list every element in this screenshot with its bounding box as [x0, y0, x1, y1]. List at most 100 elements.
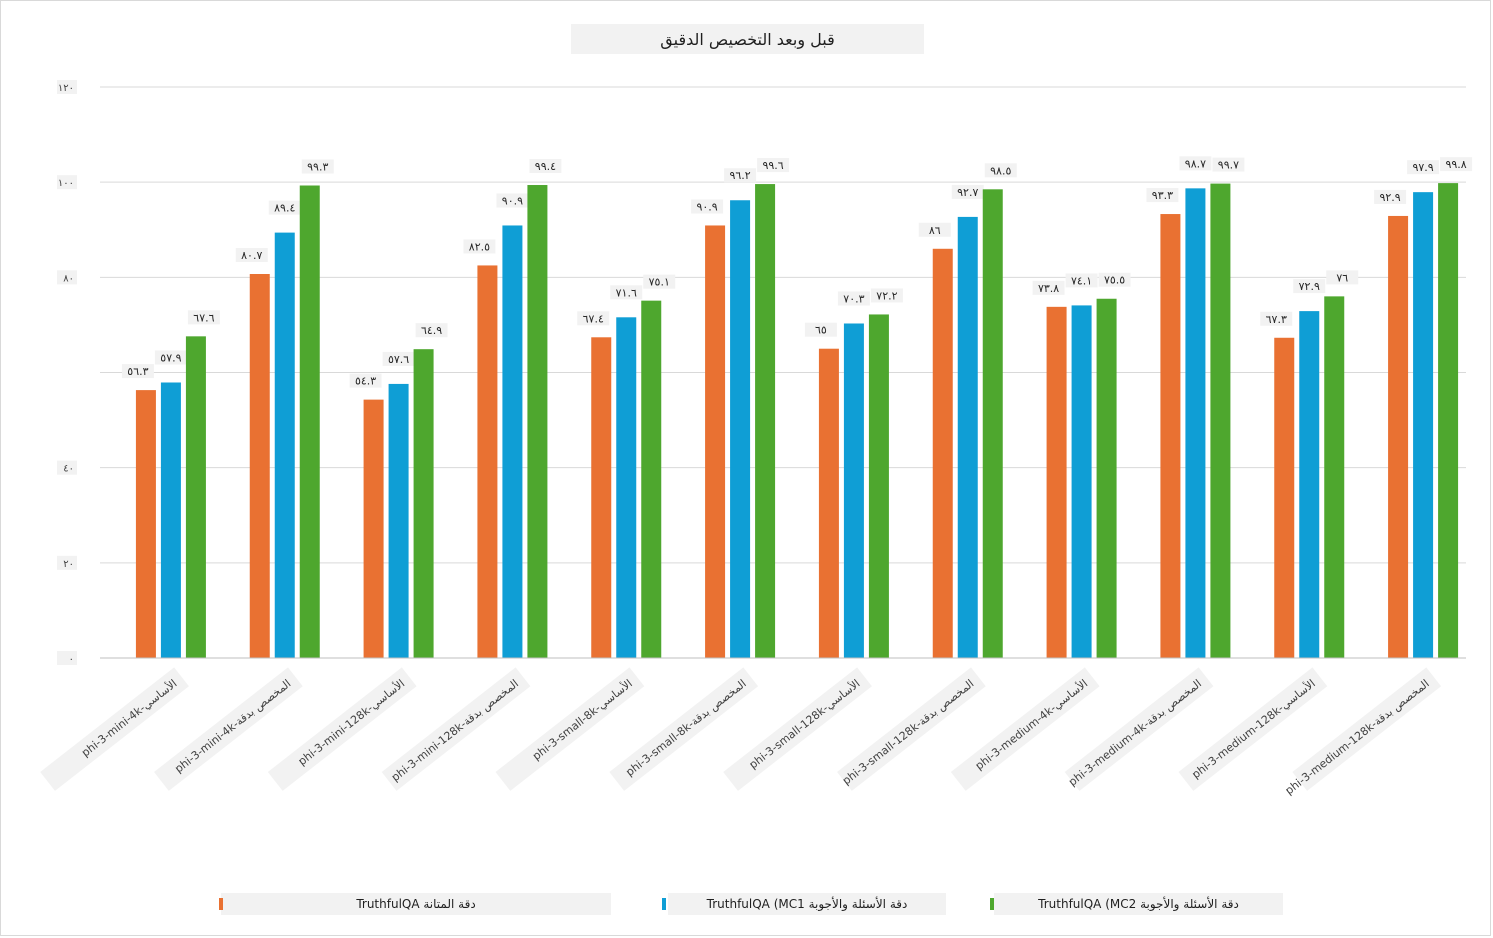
- category-label: phi-3-mini-128k-الأساسي: [295, 676, 407, 768]
- data-label: ٥٧.٦: [388, 353, 409, 366]
- y-tick-label-bg: [57, 460, 77, 475]
- data-label: ٩٩.٤: [535, 160, 556, 173]
- data-label-bg: [1212, 157, 1245, 172]
- bar-2[interactable]: [957, 216, 978, 658]
- bar-3[interactable]: [641, 300, 662, 658]
- data-label-bg: [984, 163, 1017, 178]
- data-label-bg: [1179, 156, 1212, 171]
- data-label-bg: [1260, 311, 1293, 326]
- data-label: ٨٩.٤: [274, 202, 295, 215]
- data-label: ٩٠.٩: [502, 194, 523, 207]
- data-label: ٦٤.٩: [421, 324, 442, 337]
- category-label: phi-3-small-8k-الأساسي: [529, 676, 634, 763]
- data-label-bg: [918, 222, 951, 237]
- bar-3[interactable]: [1210, 183, 1231, 658]
- data-label: ٨٢.٥: [469, 240, 490, 253]
- data-label: ٧١.٦: [616, 286, 637, 299]
- data-label-bg: [951, 184, 984, 199]
- data-label: ٩٨.٧: [1185, 157, 1206, 170]
- data-label: ٩٧.٩: [1412, 161, 1433, 174]
- y-tick-label-bg: [57, 270, 77, 285]
- data-label: ٧٤.١: [1071, 274, 1092, 287]
- bar-2[interactable]: [160, 382, 181, 658]
- bar-3[interactable]: [755, 184, 776, 658]
- bar-3[interactable]: [1438, 183, 1459, 658]
- data-label-bg: [382, 351, 415, 366]
- data-label-bg: [870, 288, 903, 303]
- data-label-bg: [1098, 272, 1131, 287]
- category-label-bg: [723, 667, 872, 791]
- data-label-bg: [691, 199, 724, 214]
- category-label-bg: [495, 667, 645, 791]
- bar-3[interactable]: [299, 185, 320, 658]
- legend-item-robustness[interactable]: دقة المتانة TruthfulQA: [221, 893, 611, 915]
- bar-3[interactable]: [868, 314, 889, 658]
- bar-1[interactable]: [1388, 215, 1409, 658]
- bar-1[interactable]: [1160, 214, 1181, 659]
- data-label: ٩٢.٩: [1379, 191, 1400, 204]
- bar-2[interactable]: [1413, 192, 1434, 658]
- bar-1[interactable]: [818, 348, 839, 658]
- bar-1[interactable]: [135, 390, 156, 658]
- y-tick-label-bg: [57, 651, 77, 665]
- category-label: phi-3-mini-4k-المخصص بدقة: [172, 677, 293, 776]
- bar-1[interactable]: [591, 337, 612, 658]
- data-label: ٩٩.٧: [1218, 159, 1239, 172]
- data-label: ٩٩.٨: [1445, 158, 1466, 171]
- bar-3[interactable]: [1324, 296, 1345, 658]
- category-label-bg: [1064, 667, 1214, 791]
- data-label-bg: [1065, 273, 1098, 288]
- bar-2[interactable]: [1185, 188, 1206, 659]
- data-label: ٩٨.٥: [990, 164, 1011, 177]
- data-label: ٦٥: [815, 324, 827, 337]
- data-label-bg: [643, 274, 676, 289]
- bar-3[interactable]: [185, 336, 206, 658]
- data-label-bg: [757, 158, 790, 173]
- legend-item-mc1[interactable]: دقة الأسئلة والأجوبة TruthfulQA (MC1: [668, 893, 946, 915]
- bar-1[interactable]: [249, 274, 270, 658]
- data-label: ٥٤.٣: [355, 375, 376, 388]
- data-label: ٩٢.٧: [957, 186, 978, 199]
- bar-3[interactable]: [1096, 298, 1117, 658]
- category-label: phi-3-small-8k-المخصص بدقة: [623, 677, 748, 779]
- y-tick-label-bg: [57, 555, 77, 570]
- category-label-bg: [154, 667, 303, 791]
- category-label-bg: [1178, 667, 1328, 791]
- data-label-bg: [577, 311, 610, 326]
- data-label: ٦٧.٦: [193, 311, 214, 324]
- bar-2[interactable]: [730, 200, 751, 658]
- bar-3[interactable]: [413, 349, 434, 658]
- bar-2[interactable]: [1299, 311, 1320, 658]
- data-label: ٧٦: [1336, 271, 1348, 284]
- data-label-bg: [349, 373, 382, 388]
- bar-1[interactable]: [477, 265, 498, 658]
- data-label-bg: [301, 159, 334, 174]
- y-tick-label-bg: [57, 80, 77, 94]
- bar-1[interactable]: [1046, 306, 1067, 658]
- data-label-bg: [496, 193, 529, 208]
- data-label-bg: [724, 168, 757, 183]
- data-label: ٥٧.٩: [160, 351, 181, 364]
- data-label: ٥٦.٣: [127, 365, 148, 378]
- category-label-bg: [837, 667, 986, 791]
- data-label-bg: [463, 239, 496, 254]
- y-tick-label: ٠: [69, 654, 74, 665]
- bar-2[interactable]: [502, 225, 523, 658]
- legend-item-mc2[interactable]: دقة الأسئلة والأجوبة TruthfulQA (MC2: [994, 893, 1283, 915]
- bar-1[interactable]: [1274, 337, 1295, 658]
- bar-2[interactable]: [274, 232, 295, 659]
- category-label: phi-3-small-128k-الأساسي: [746, 676, 862, 771]
- bar-1[interactable]: [705, 225, 726, 658]
- data-label: ٩٩.٣: [307, 160, 328, 173]
- bar-3[interactable]: [982, 189, 1003, 658]
- data-label-bg: [1326, 270, 1359, 285]
- bar-2[interactable]: [1071, 305, 1092, 658]
- bar-2[interactable]: [616, 317, 637, 658]
- bar-3[interactable]: [527, 185, 548, 658]
- bar-1[interactable]: [363, 399, 384, 658]
- bar-2[interactable]: [843, 323, 864, 658]
- bar-1[interactable]: [932, 248, 953, 659]
- data-label: ٦٧.٣: [1266, 313, 1287, 326]
- legend-swatch-mc1: [662, 898, 666, 910]
- bar-2[interactable]: [388, 383, 409, 658]
